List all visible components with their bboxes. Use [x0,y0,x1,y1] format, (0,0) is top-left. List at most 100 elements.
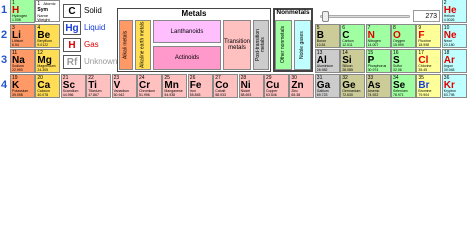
element-cell[interactable]: 30 Zn Zinc 65.38 [289,74,315,98]
element-symbol: Cl [418,55,429,66]
element-cell[interactable]: 17 Cl Chlorine 35.45 [416,49,442,73]
state-box: Rf [63,55,81,69]
atomic-weight: 54.938 [164,93,176,97]
key-cell: 1 Atomic Sym Name Weight [35,0,61,22]
atomic-weight: 30.974 [367,68,379,72]
element-cell[interactable]: 5 B Boron 10.81 [314,24,340,48]
element-cell[interactable]: 19 K Potassium 39.098 [10,74,35,98]
atomic-weight: 63.546 [266,93,277,97]
element-cell[interactable]: 25 Mn Manganese 54.938 [162,74,188,98]
element-name: Zinc [291,89,299,93]
element-symbol: P [367,55,375,66]
atomic-number: 5 [316,25,320,31]
atomic-weight: 79.904 [418,93,430,97]
element-cell[interactable]: 35 Br Bromine 79.904 [416,74,442,98]
element-symbol: Mn [164,80,179,91]
atomic-weight: 15.999 [393,43,404,47]
element-symbol: He [443,5,457,16]
element-cell[interactable]: 34 Se Selenium 78.971 [391,74,416,98]
element-symbol: As [367,80,381,91]
element-name: Carbon [342,39,354,43]
element-cell[interactable]: 1 H Hydrogen 1.008 [10,0,35,23]
atomic-number: 23 [113,75,120,81]
element-cell[interactable]: 23 V Vanadium 50.942 [111,74,137,98]
element-name: Nitrogen [367,39,381,43]
atomic-number: 33 [367,75,374,81]
element-name: Lithium [12,39,24,43]
element-cell[interactable]: 28 Ni Nickel 58.693 [238,74,264,98]
element-symbol: Cr [139,80,151,91]
element-cell[interactable]: 32 Ge Germanium 72.630 [340,74,366,98]
atomic-number: 18 [443,50,450,56]
atomic-weight: 12.011 [342,43,353,47]
category-legend: Lanthanoids [153,20,221,43]
temperature-thumb[interactable] [322,11,329,22]
element-cell[interactable]: 29 Cu Copper 63.546 [264,74,289,98]
atomic-number: 4 [37,25,41,31]
element-symbol: Al [316,55,327,66]
atomic-number: 15 [367,50,374,56]
element-cell[interactable]: 20 Ca Calcium 40.078 [35,74,61,98]
atomic-number: 36 [443,75,450,81]
element-cell[interactable]: 12 Mg Magnesium 24.305 [35,49,61,73]
element-cell[interactable]: 36 Kr Krypton 83.798 [441,74,467,98]
element-name: Sulfur [393,64,403,68]
atomic-number: 21 [62,75,69,81]
element-cell[interactable]: 16 S Sulfur 32.06 [391,49,416,73]
atomic-weight: 55.845 [189,93,201,97]
element-cell[interactable]: 14 Si Silicon 28.085 [340,49,366,73]
atomic-number: 22 [88,75,94,81]
element-cell[interactable]: 6 C Carbon 12.011 [340,24,366,48]
element-cell[interactable]: 13 Al Aluminium 26.982 [314,49,340,73]
element-cell[interactable]: 22 Ti Titanium 47.867 [86,74,112,98]
element-cell[interactable]: 24 Cr Chromium 51.996 [137,74,162,98]
atomic-number: 24 [139,75,145,81]
key-sym: Sym [37,7,48,13]
atomic-weight: 26.982 [316,68,328,72]
element-cell[interactable]: 11 Na Sodium 22.990 [10,49,35,73]
state-label: Gas [84,40,99,49]
atomic-number: 9 [418,25,422,31]
element-name: Scandium [62,89,79,93]
element-symbol: Ar [443,55,455,66]
element-name: Bromine [418,89,432,93]
element-name: Aluminium [316,64,334,68]
element-cell[interactable]: 33 As Arsenic 74.922 [365,74,391,98]
element-symbol: Li [12,30,21,41]
atomic-weight: 20.180 [443,43,455,47]
element-symbol: B [316,30,325,41]
element-name: Arsenic [367,89,380,93]
atomic-number: 27 [215,75,221,81]
atomic-weight: 28.085 [342,68,353,72]
atomic-number: 16 [393,50,399,56]
element-cell[interactable]: 4 Be Beryllium 9.0122 [35,24,61,48]
element-cell[interactable]: 7 N Nitrogen 14.007 [365,24,391,48]
element-cell[interactable]: 18 Ar Argon 39.948 [441,49,467,73]
element-cell[interactable]: 3 Li Lithium 6.94 [10,24,35,48]
atomic-number: 7 [367,25,371,31]
atomic-number: 2 [443,0,447,6]
element-name: Chlorine [418,64,432,68]
element-name: Copper [266,89,278,93]
element-cell[interactable]: 27 Co Cobalt 58.933 [213,74,239,98]
element-cell[interactable]: 8 O Oxygen 15.999 [391,24,416,48]
element-symbol: Si [342,55,352,66]
atomic-number: 11 [12,50,18,56]
atomic-weight: 47.867 [88,93,99,97]
element-symbol: C [342,30,350,41]
element-cell[interactable]: 26 Fe Iron 55.845 [187,74,213,98]
element-cell[interactable]: 15 P Phosphorus 30.974 [365,49,391,73]
element-cell[interactable]: 21 Sc Scandium 44.956 [60,74,86,98]
element-symbol: O [393,30,401,41]
element-cell[interactable]: 31 Ga Gallium 69.723 [314,74,340,98]
atomic-weight: 24.305 [37,68,49,72]
element-cell[interactable]: 2 He Helium 4.0026 [441,0,467,23]
atomic-weight: 18.998 [418,43,430,47]
temperature-input[interactable]: 273 [413,10,440,22]
metals-box [117,8,271,72]
category-legend: Alkali metals [119,20,133,70]
atomic-number: 29 [266,75,272,81]
element-cell[interactable]: 9 F Fluorine 18.998 [416,24,442,48]
element-symbol: Ge [342,80,356,91]
element-cell[interactable]: 10 Ne Neon 20.180 [441,24,467,48]
